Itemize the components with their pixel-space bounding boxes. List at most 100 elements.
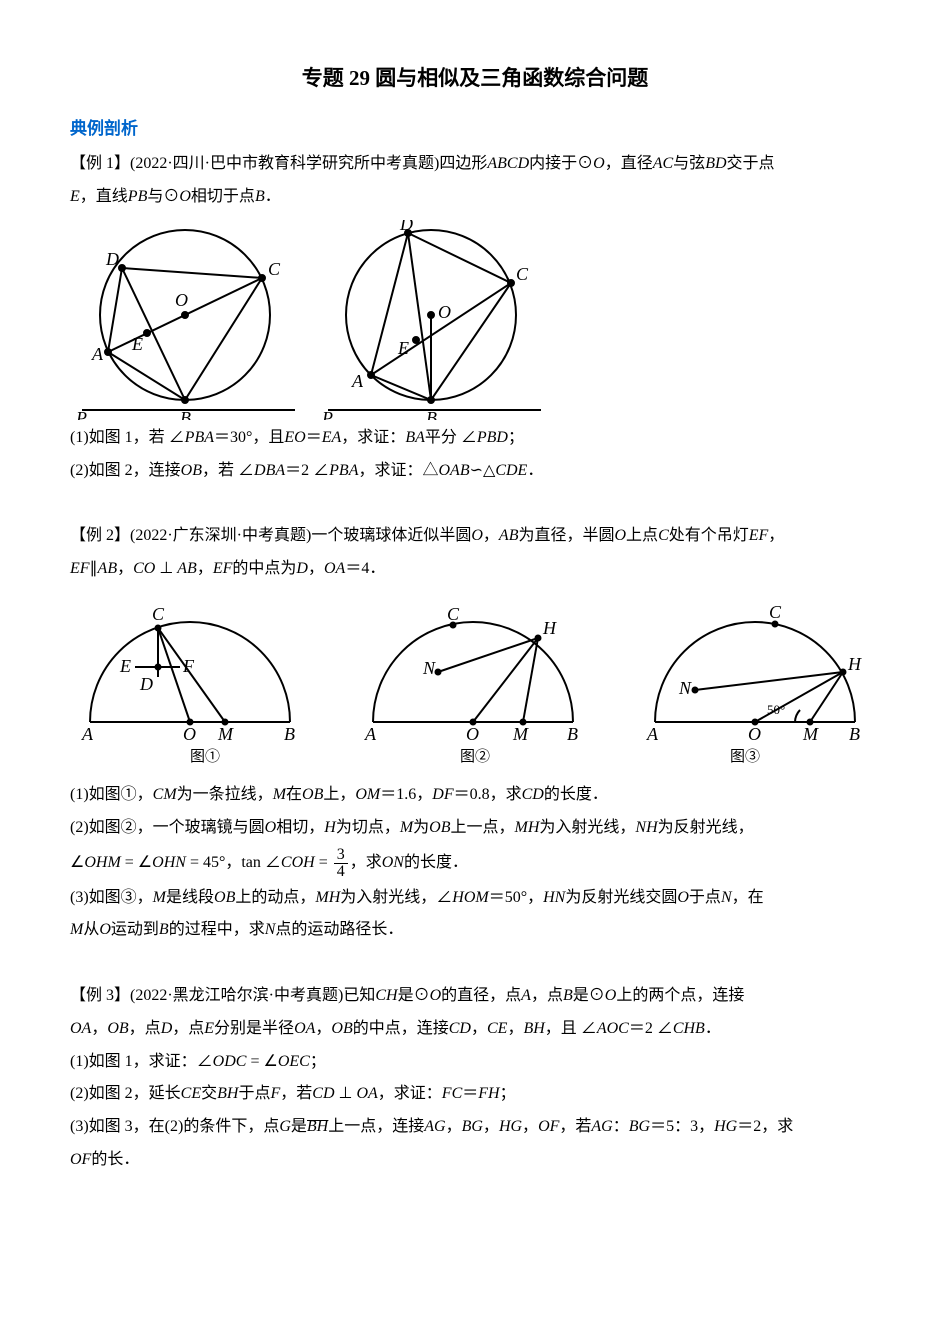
v: CH	[375, 987, 397, 1004]
v: DF	[432, 786, 453, 803]
v: BH	[523, 1020, 544, 1037]
t: 平分 ∠	[425, 429, 477, 446]
v: MH	[315, 889, 340, 906]
t: ，	[507, 1020, 523, 1037]
t: 为直径，半圆	[518, 527, 614, 544]
t: ＝30°，且	[214, 429, 284, 446]
t: ．	[527, 462, 543, 479]
svg-text:C: C	[769, 602, 782, 622]
v: OM	[355, 786, 380, 803]
t: ，求证：	[378, 1085, 442, 1102]
v: ON	[382, 854, 404, 871]
v: OHM	[84, 854, 120, 871]
svg-text:B: B	[284, 724, 295, 742]
v: AOC	[597, 1020, 629, 1037]
v: OF	[70, 1151, 91, 1168]
t: ＝2，求	[737, 1118, 793, 1135]
v: O	[605, 987, 617, 1004]
t: ＝5：3，	[650, 1118, 714, 1135]
v: EF	[749, 527, 769, 544]
t: ；	[500, 1085, 516, 1102]
t: ，点	[172, 1020, 204, 1037]
t: ⊥	[335, 1085, 357, 1102]
svg-text:N: N	[422, 658, 436, 678]
t: ＝2 ∠	[285, 462, 329, 479]
t: 为反射光线交圆	[565, 889, 677, 906]
svg-text:O: O	[183, 724, 196, 742]
v: D	[161, 1020, 173, 1037]
v: M	[70, 921, 83, 938]
ex2-stem2: EF∥AB，CO ⊥ AB，EF的中点为D，OA＝4．	[70, 555, 880, 584]
v: O	[265, 819, 277, 836]
t: = ∠	[246, 1053, 277, 1070]
t: ，	[117, 560, 133, 577]
t: 从	[83, 921, 99, 938]
v: D	[296, 560, 308, 577]
svg-text:A: A	[351, 371, 364, 391]
ex2-fig3: A B O M C N H 50°	[635, 592, 880, 742]
svg-text:H: H	[847, 654, 862, 674]
cap1: 图①	[190, 744, 220, 771]
v: HG	[499, 1118, 522, 1135]
svg-text:A: A	[364, 724, 377, 742]
t: ，在	[732, 889, 764, 906]
v: DBA	[254, 462, 285, 479]
v: O	[471, 527, 483, 544]
v: O	[593, 155, 605, 172]
t: 上的两个点，连接	[616, 987, 744, 1004]
t: 与弦	[673, 155, 705, 172]
ex3-q2: (2)如图 2，延长CE交BH于点F，若CD ⊥ OA，求证：FC＝FH；	[70, 1080, 880, 1109]
ex2-q1: (1)如图①，CM为一条拉线，M在OB上，OM＝1.6，DF＝0.8，求CD的长…	[70, 781, 880, 810]
v: O	[179, 188, 191, 205]
svg-text:O: O	[175, 290, 188, 310]
t: (2022·广东深圳·中考真题)一个玻璃球体近似半圆	[130, 527, 471, 544]
t: ，若 ∠	[202, 462, 254, 479]
t: ，点	[129, 1020, 161, 1037]
t: ＝1.6，	[380, 786, 432, 803]
ex3-q4: OF的长．	[70, 1146, 880, 1175]
v: OEC	[278, 1053, 310, 1070]
t: 为一条拉线，	[177, 786, 273, 803]
t: 是⊙	[573, 987, 605, 1004]
t: =	[315, 854, 332, 871]
v: B	[255, 188, 265, 205]
v: O	[614, 527, 626, 544]
v: BG	[462, 1118, 483, 1135]
t: ，	[471, 1020, 487, 1037]
t: (2022·四川·巴中市教育科学研究所中考真题)四边形	[130, 155, 487, 172]
v: EF	[213, 560, 233, 577]
t: 于点	[238, 1085, 270, 1102]
t: ，直径	[605, 155, 653, 172]
t: 为入射光线，	[539, 819, 635, 836]
svg-text:E: E	[119, 656, 131, 676]
t: ，	[483, 527, 499, 544]
ex2-q5: M从O运动到B的过程中，求N点的运动路径长．	[70, 916, 880, 945]
ex3-stem: 【例 3】(2022·黑龙江哈尔滨·中考真题)已知CH是⊙O的直径，点A，点B是…	[70, 982, 880, 1011]
v: CE	[181, 1085, 201, 1102]
t: (1)如图①，	[70, 786, 153, 803]
t: 为反射光线，	[658, 819, 754, 836]
t: 是线段	[166, 889, 214, 906]
ex2-q4: (3)如图③，M是线段OB上的动点，MH为入射光线，∠HOM＝50°，HN为反射…	[70, 884, 880, 913]
par: ∥	[90, 560, 98, 577]
t: 分别是半径	[214, 1020, 294, 1037]
v: OB	[181, 462, 202, 479]
v: EF	[70, 560, 90, 577]
t: 点的运动路径长．	[275, 921, 403, 938]
v: N	[721, 889, 732, 906]
ex3-q1: (1)如图 1，求证：∠ODC = ∠OEC；	[70, 1048, 880, 1077]
svg-text:D: D	[105, 249, 119, 269]
ex1-q1: (1)如图 1，若 ∠PBA＝30°，且EO＝EA，求证：BA平分 ∠PBD；	[70, 424, 880, 453]
t: ∠	[70, 854, 84, 871]
svg-text:D: D	[399, 220, 413, 234]
ex1-fig1: A B C D O E P	[70, 220, 300, 420]
v: CO	[133, 560, 155, 577]
v: OB	[302, 786, 323, 803]
t: 上一点，	[451, 819, 515, 836]
v: OB	[331, 1020, 352, 1037]
ex2-fig2: A B O M C N H	[353, 592, 598, 742]
ex2-fig1: A B O M C E F D	[70, 592, 315, 742]
t: (3)如图 3，在(2)的条件下，点	[70, 1118, 279, 1135]
v: CDE	[495, 462, 527, 479]
t: ，	[308, 560, 324, 577]
